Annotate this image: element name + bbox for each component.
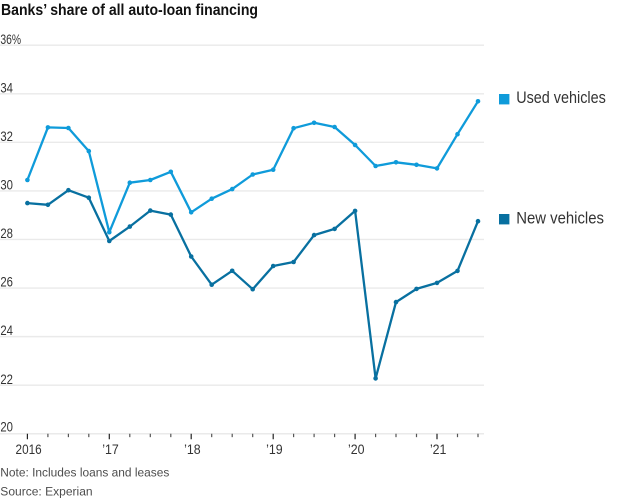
svg-text:New vehicles: New vehicles [516,208,604,227]
svg-text:32: 32 [0,129,13,144]
svg-text:36%: 36% [0,32,21,47]
svg-text:Source: Experian: Source: Experian [0,484,92,498]
svg-text:’18: ’18 [184,442,201,457]
svg-text:’21: ’21 [430,442,447,457]
svg-text:Banks’ share of all auto-loan: Banks’ share of all auto-loan financing [1,2,258,19]
svg-text:Note: Includes loans and lease: Note: Includes loans and leases [0,465,169,479]
svg-text:Used vehicles: Used vehicles [516,88,606,107]
svg-text:24: 24 [0,323,13,338]
svg-text:26: 26 [0,275,13,290]
svg-text:20: 20 [0,419,13,434]
svg-text:’20: ’20 [348,442,365,457]
svg-text:’19: ’19 [266,442,283,457]
svg-text:2016: 2016 [16,442,42,457]
svg-text:22: 22 [0,372,13,387]
svg-text:28: 28 [0,226,13,241]
svg-text:’17: ’17 [102,442,119,457]
svg-text:34: 34 [0,80,13,95]
svg-text:30: 30 [0,178,13,193]
